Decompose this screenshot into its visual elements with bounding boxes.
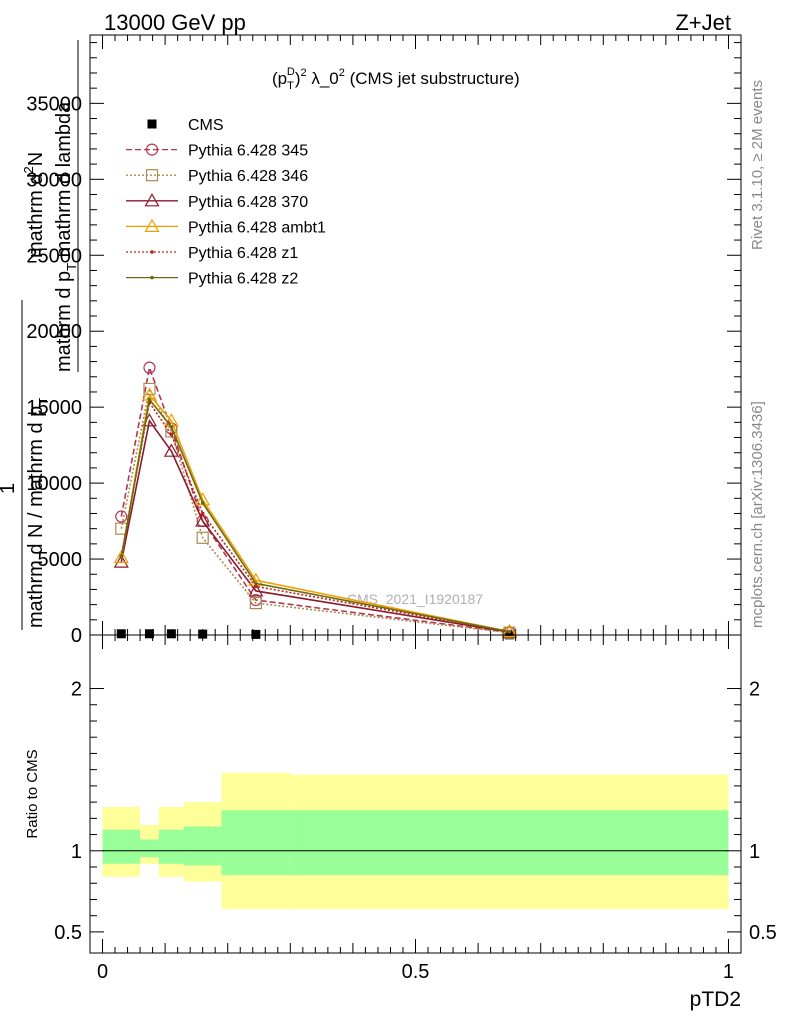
pythia-6-428-z2-line xyxy=(120,397,510,633)
main-series-group xyxy=(113,361,517,640)
pythia-6-428-z1-point xyxy=(200,511,205,516)
legend-pythia-6-428-345-label: Pythia 6.428 345 xyxy=(188,143,308,160)
main-y-tick-label: 20000 xyxy=(26,321,82,343)
plot-title-mid: λ_0 xyxy=(307,69,339,88)
legend-cms-label: CMS xyxy=(188,117,224,134)
rivet-version-label: Rivet 3.1.10, ≥ 2M events xyxy=(749,80,766,250)
pythia-6-428-z2-point xyxy=(147,397,152,402)
main-y-tick-labels: 0 5000 10000 15000 20000 25000 30000 35000 xyxy=(26,93,82,647)
legend-pythia-6-428-z1-label: Pythia 6.428 z1 xyxy=(188,245,298,262)
ratio-y-tick-label-left: 1 xyxy=(71,841,82,863)
pythia-6-428-z2-point xyxy=(119,555,124,560)
ratio-inner-band-bin xyxy=(102,829,141,864)
ylabel-one: 1 xyxy=(0,483,19,494)
legend-pythia-6-428-370-marker xyxy=(144,193,160,207)
ratio-axis-ticks xyxy=(90,635,741,953)
legend-pythia-6-428-z2-marker xyxy=(150,275,154,280)
pythia-6-428-346-point xyxy=(196,531,209,544)
main-y-axis-label: mathrm d2N mathrm d pT mathrm d lambda 1… xyxy=(0,40,79,630)
ratio-y-tick-label-left: 0.5 xyxy=(54,922,82,944)
legend-pythia-6-428-ambt1-label: Pythia 6.428 ambt1 xyxy=(188,219,326,236)
cms-point xyxy=(144,629,154,639)
cms-point xyxy=(251,629,261,639)
ratio-inner-band-bin xyxy=(158,829,184,864)
plot-title-lhs: (p xyxy=(272,69,287,88)
pythia-6-428-z2-point xyxy=(254,581,258,586)
ratio-x-tick-label: 0.5 xyxy=(402,961,430,983)
ratio-y-axis-label: Ratio to CMS xyxy=(24,749,41,838)
ylabel-numerator-top: mathrm d2N xyxy=(21,152,47,258)
watermark-analysis-id: CMS_2021_I1920187 xyxy=(347,591,483,607)
main-y-tick-label: 30000 xyxy=(26,169,82,191)
main-y-tick-label: 5000 xyxy=(38,549,83,571)
ratio-uncertainty-bands xyxy=(102,772,729,910)
pythia-6-428-z2-point xyxy=(507,629,512,634)
ratio-inner-band-bin xyxy=(183,826,222,866)
ratio-y-tick-label-right: 0.5 xyxy=(749,922,777,944)
pythia-6-428-ambt1-point xyxy=(195,492,211,506)
plot-title-sup-d: D xyxy=(287,66,295,78)
legend-cms-marker xyxy=(147,119,157,129)
ratio-inner-band-bin xyxy=(221,810,291,876)
header-energy-label: 13000 GeV pp xyxy=(104,10,246,35)
ylabel-numerator-bottom: mathrm d pT mathrm d lambda xyxy=(53,101,79,372)
plot-title-rhs: ) xyxy=(295,69,301,88)
ratio-plot: 0.5 0.51 12 2 0 0.5 1 Ratio to CMS pTD2 xyxy=(24,634,777,1011)
cms-point xyxy=(116,629,126,639)
pythia-6-428-z2-point xyxy=(169,425,174,429)
ratio-y-tick-label-left: 2 xyxy=(71,679,82,701)
pythia-6-428-345-point xyxy=(143,361,156,374)
pythia-6-428-346-point xyxy=(249,597,262,610)
pythia-6-428-370-point xyxy=(195,513,211,527)
main-y-tick-label: 35000 xyxy=(26,93,82,115)
mcplots-reference-label: mcplots.cern.ch [arXiv:1306.3436] xyxy=(749,401,766,628)
legend-pythia-6-428-346-label: Pythia 6.428 346 xyxy=(188,168,308,185)
ylabel-denominator: mathrm d N / mathrm d pT xyxy=(25,398,51,628)
pythia-6-428-z1-point xyxy=(169,432,174,437)
main-y-tick-label: 0 xyxy=(71,625,82,647)
ratio-x-tick-label: 1 xyxy=(723,961,734,983)
pythia-6-428-ambt1-point xyxy=(113,549,129,564)
main-y-tick-label: 10000 xyxy=(26,473,82,495)
header-process-label: Z+Jet xyxy=(675,10,731,35)
legend-pythia-6-428-370-label: Pythia 6.428 370 xyxy=(188,194,308,211)
ratio-y-tick-label-right: 1 xyxy=(749,841,760,863)
main-y-tick-label: 25000 xyxy=(26,245,82,267)
main-plot: 0 5000 10000 15000 20000 25000 30000 35000 CMS_… xyxy=(0,34,742,647)
legend-pythia-6-428-346-marker xyxy=(145,169,159,182)
cms-point xyxy=(166,629,176,639)
ratio-inner-band-bin xyxy=(140,839,159,858)
legend-pythia-6-428-z1-marker xyxy=(150,250,154,254)
legend-pythia-6-428-345-marker xyxy=(145,143,159,156)
plot-title-sq2: 2 xyxy=(339,67,345,79)
pythia-6-428-z1-point xyxy=(254,584,258,589)
pythia-6-428-370-point xyxy=(248,583,264,597)
pythia-6-428-345-point xyxy=(115,510,128,523)
main-axis-ticks xyxy=(90,35,741,636)
ratio-y-tick-label-right: 2 xyxy=(749,679,760,701)
cms-point xyxy=(198,629,208,639)
ratio-x-tick-labels: 0 0.5 1 xyxy=(97,961,734,983)
pythia-6-428-370-line xyxy=(120,418,510,633)
pythia-6-428-370-point xyxy=(113,554,129,568)
legend: CMS Pythia 6.428 345 Pythia 6.428 346 Pythi… xyxy=(126,117,326,288)
main-y-tick-label: 15000 xyxy=(26,397,82,419)
plot-title-tail: (CMS jet substructure) xyxy=(345,69,520,88)
plot-title-sub-t: T xyxy=(287,80,294,92)
plot-title: (pTD)2 λ_02 (CMS jet substructure) xyxy=(272,66,520,92)
pythia-6-428-346-point xyxy=(503,626,516,639)
ratio-y-tick-labels: 0.5 0.5 1 1 2 2 xyxy=(54,679,777,944)
plot-title-sq: 2 xyxy=(300,67,306,79)
pythia-6-428-z2-point xyxy=(200,501,205,505)
pythia-6-428-370-point xyxy=(163,443,179,457)
ratio-inner-band-bin xyxy=(290,810,729,876)
legend-pythia-6-428-z2-label: Pythia 6.428 z2 xyxy=(188,271,298,288)
x-axis-label: pTD2 xyxy=(690,988,741,1011)
ratio-x-tick-label: 0 xyxy=(97,961,108,983)
legend-pythia-6-428-ambt1-marker xyxy=(144,218,160,232)
